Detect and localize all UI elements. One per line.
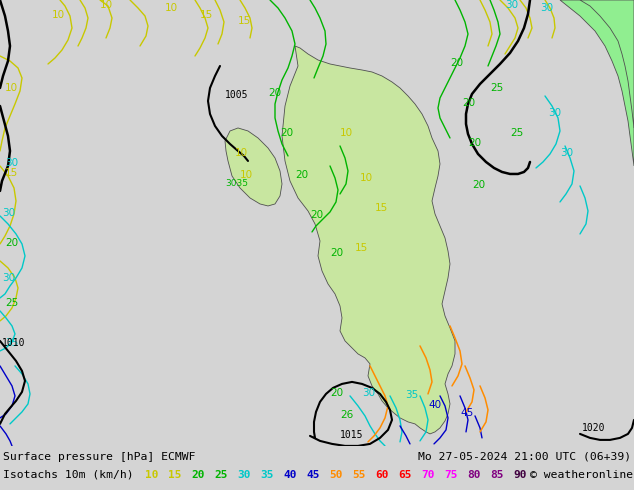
Text: 1005: 1005 xyxy=(225,90,249,100)
Text: 35: 35 xyxy=(260,470,273,480)
Text: 15: 15 xyxy=(200,10,213,20)
Text: 10: 10 xyxy=(5,83,18,93)
Text: Isotachs 10m (km/h): Isotachs 10m (km/h) xyxy=(3,470,134,480)
Text: 15: 15 xyxy=(355,243,368,253)
Text: 26: 26 xyxy=(340,410,353,420)
Polygon shape xyxy=(225,128,282,206)
Text: 20: 20 xyxy=(280,128,293,138)
Text: 30: 30 xyxy=(237,470,250,480)
Text: 20: 20 xyxy=(330,248,343,258)
Text: 30: 30 xyxy=(560,148,573,158)
Text: 10: 10 xyxy=(235,148,248,158)
Text: 40: 40 xyxy=(428,400,441,410)
Text: 20: 20 xyxy=(191,470,205,480)
Text: 30: 30 xyxy=(5,158,18,168)
Text: 35: 35 xyxy=(5,338,18,348)
Text: 10: 10 xyxy=(52,10,65,20)
Text: 10: 10 xyxy=(340,128,353,138)
Text: 20: 20 xyxy=(450,58,463,68)
Text: 30: 30 xyxy=(2,273,15,283)
Text: 1020: 1020 xyxy=(582,423,605,433)
Text: 30: 30 xyxy=(2,208,15,218)
Text: 45: 45 xyxy=(306,470,320,480)
Text: © weatheronline.co.uk: © weatheronline.co.uk xyxy=(530,470,634,480)
Text: 20: 20 xyxy=(472,180,485,190)
Text: 20: 20 xyxy=(462,98,475,108)
Text: 20: 20 xyxy=(268,88,281,98)
Text: 20: 20 xyxy=(310,210,323,220)
Text: 80: 80 xyxy=(467,470,481,480)
Polygon shape xyxy=(282,46,455,434)
Text: 15: 15 xyxy=(375,203,388,213)
Text: 15: 15 xyxy=(5,168,18,178)
Text: Surface pressure [hPa] ECMWF: Surface pressure [hPa] ECMWF xyxy=(3,452,195,462)
Text: 55: 55 xyxy=(352,470,365,480)
Text: 20: 20 xyxy=(330,388,343,398)
Text: 50: 50 xyxy=(329,470,342,480)
Text: 60: 60 xyxy=(375,470,389,480)
Text: 30: 30 xyxy=(540,3,553,13)
Text: 30: 30 xyxy=(362,388,375,398)
Polygon shape xyxy=(560,0,634,166)
Text: 45: 45 xyxy=(460,408,473,418)
Text: 10: 10 xyxy=(100,0,113,10)
Text: 75: 75 xyxy=(444,470,458,480)
Text: 70: 70 xyxy=(421,470,434,480)
Text: 20: 20 xyxy=(295,170,308,180)
Text: 10: 10 xyxy=(145,470,158,480)
Text: 85: 85 xyxy=(490,470,503,480)
Text: 10: 10 xyxy=(165,3,178,13)
Text: 1010: 1010 xyxy=(2,338,25,348)
Text: 30: 30 xyxy=(548,108,561,118)
Text: 25: 25 xyxy=(214,470,228,480)
Polygon shape xyxy=(580,0,634,128)
Text: 25: 25 xyxy=(490,83,503,93)
Text: 30: 30 xyxy=(505,0,518,10)
Text: 10: 10 xyxy=(240,170,253,180)
Text: 15: 15 xyxy=(168,470,181,480)
Text: 90: 90 xyxy=(513,470,526,480)
Text: 20: 20 xyxy=(468,138,481,148)
Text: 35: 35 xyxy=(405,390,418,400)
Text: 15: 15 xyxy=(238,16,251,26)
Text: Mo 27-05-2024 21:00 UTC (06+39): Mo 27-05-2024 21:00 UTC (06+39) xyxy=(418,452,631,462)
Text: 3035: 3035 xyxy=(225,179,248,188)
Text: 40: 40 xyxy=(283,470,297,480)
Text: 65: 65 xyxy=(398,470,411,480)
Text: 1015: 1015 xyxy=(340,430,363,440)
Text: 10: 10 xyxy=(360,173,373,183)
Text: 25: 25 xyxy=(510,128,523,138)
Text: 20: 20 xyxy=(5,238,18,248)
Text: 25: 25 xyxy=(5,298,18,308)
